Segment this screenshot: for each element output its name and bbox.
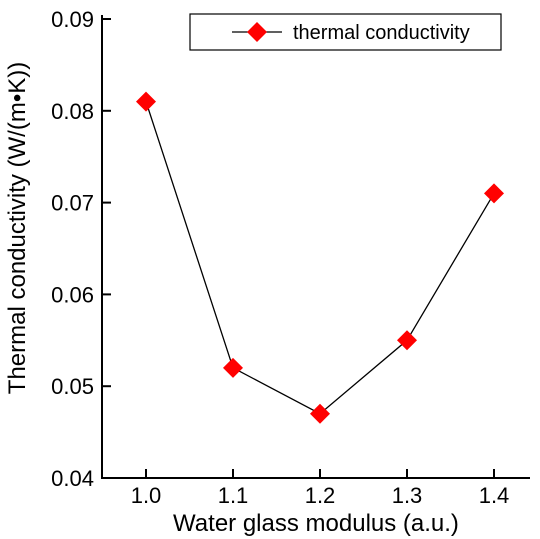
- data-point: [310, 403, 330, 424]
- y-axis-ticks: 0.04 0.05 0.06 0.07 0.08 0.09: [51, 7, 111, 491]
- data-point: [223, 357, 243, 378]
- data-point: [397, 330, 417, 351]
- y-tick-label: 0.05: [51, 374, 94, 399]
- x-axis-title: Water glass modulus (a.u.): [173, 510, 459, 537]
- y-tick-label: 0.09: [51, 7, 94, 32]
- x-tick-label: 1.2: [305, 483, 336, 508]
- x-tick-label: 1.3: [392, 483, 423, 508]
- series-layer: [136, 91, 504, 424]
- data-point: [484, 183, 504, 204]
- x-tick-label: 1.4: [479, 483, 510, 508]
- y-tick-label: 0.06: [51, 282, 94, 307]
- legend-label: thermal conductivity: [293, 22, 470, 44]
- legend: thermal conductivity: [189, 13, 502, 51]
- y-tick-label: 0.07: [51, 191, 94, 216]
- y-tick-label: 0.04: [51, 466, 94, 491]
- data-point: [136, 91, 156, 112]
- x-tick-label: 1.1: [218, 483, 249, 508]
- legend-marker-diamond: [247, 22, 267, 42]
- y-tick-label: 0.08: [51, 99, 94, 124]
- plot-frame: [101, 15, 530, 479]
- x-axis-ticks: 1.0 1.1 1.2 1.3 1.4: [131, 469, 510, 508]
- series-line: [145, 101, 495, 415]
- y-axis-title: Thermal conductivity (W/(m•K)): [4, 62, 31, 394]
- x-tick-label: 1.0: [131, 483, 162, 508]
